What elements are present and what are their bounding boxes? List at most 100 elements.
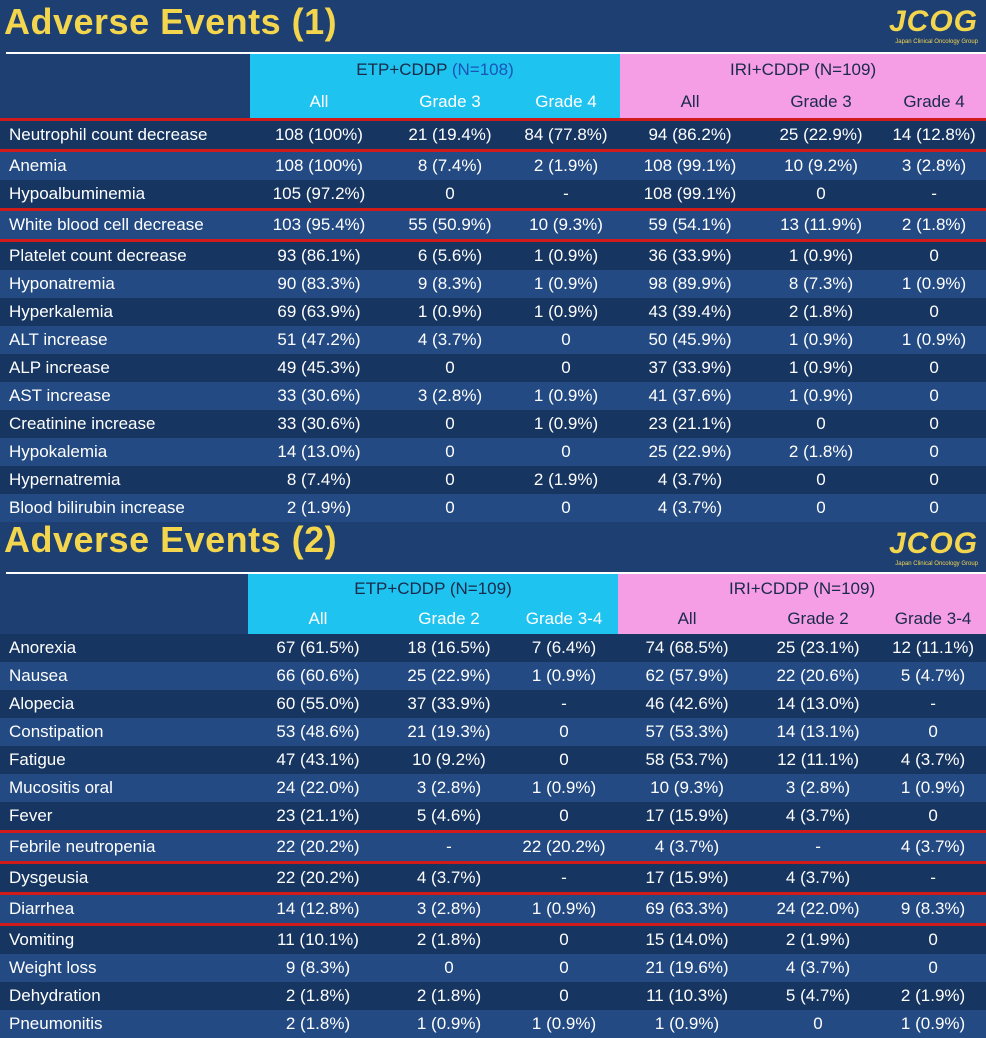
table-cell: 0 (510, 718, 619, 746)
adverse-event-name: Blood bilirubin increase (0, 494, 250, 522)
sub-header: All (620, 86, 761, 120)
table-row: Hyponatremia 90 (83.3%) 9 (8.3%) 1 (0.9%) 98… (0, 270, 986, 298)
table-cell: 14 (12.8%) (248, 892, 388, 926)
table-cell: 0 (388, 438, 512, 466)
group-header-iri: IRI+CDDP (N=109) (618, 574, 986, 604)
sub-header: Grade 3 (388, 86, 512, 120)
table-cell: 0 (756, 1010, 881, 1038)
table-cell: 3 (2.8%) (388, 774, 510, 802)
table-cell: 1 (0.9%) (512, 240, 621, 270)
table-row: Fever 23 (21.1%) 5 (4.6%) 0 17 (15.9%) 4 (3.7… (0, 802, 986, 832)
adverse-events-table-2: ETP+CDDP (N=109) IRI+CDDP (N=109) All Gr… (0, 574, 986, 1038)
table-row: AST increase 33 (30.6%) 3 (2.8%) 1 (0.9%) 41… (0, 382, 986, 410)
table-cell: 15 (14.0%) (618, 924, 757, 954)
table-cell: 4 (3.7%) (388, 862, 510, 894)
table-cell: 1 (0.9%) (882, 326, 986, 354)
table-cell: 2 (1.8%) (248, 982, 388, 1010)
table-cell: 37 (33.9%) (388, 690, 510, 718)
table-row-highlighted: Febrile neutropenia 22 (20.2%) -22 (20.2%)… (0, 830, 986, 864)
table-cell: 0 (760, 494, 883, 522)
table-cell: 58 (53.7%) (618, 746, 757, 774)
table-row: Constipation 53 (48.6%) 21 (19.3%) 0 57 (53.… (0, 718, 986, 746)
table-cell: 22 (20.2%) (510, 830, 619, 864)
table-row: Mucositis oral 24 (22.0%) 3 (2.8%) 1 (0.9%)… (0, 774, 986, 802)
table-cell: - (510, 862, 619, 894)
table-cell: 1 (0.9%) (512, 410, 621, 438)
table-cell: 0 (388, 354, 512, 382)
adverse-event-name: Fatigue (0, 746, 248, 774)
table-cell: 22 (20.2%) (248, 862, 388, 894)
table-cell: 21 (19.3%) (388, 718, 510, 746)
adverse-event-name: Dehydration (0, 982, 248, 1010)
table-cell: 0 (882, 494, 986, 522)
table-cell: 0 (512, 494, 621, 522)
table-cell: 8 (7.3%) (760, 270, 883, 298)
table-row: Pneumonitis 2 (1.8%) 1 (0.9%) 1 (0.9%) 1 (0.… (0, 1010, 986, 1038)
adverse-event-name: Creatinine increase (0, 410, 250, 438)
table-cell: 5 (4.7%) (756, 982, 881, 1010)
adverse-event-name: Mucositis oral (0, 774, 248, 802)
table-cell: 25 (22.9%) (760, 118, 883, 152)
table-body: Neutrophil count decrease 108 (100%) 21 (1… (0, 118, 986, 522)
table-cell: 1 (0.9%) (760, 382, 883, 410)
group-n: (N=109) (449, 579, 512, 598)
sub-header: All (618, 604, 757, 634)
adverse-event-name: Platelet count decrease (0, 240, 250, 270)
table-cell: 3 (2.8%) (882, 150, 986, 180)
table-cell: 84 (77.8%) (512, 118, 621, 152)
table-cell: 1 (0.9%) (882, 270, 986, 298)
table-cell: 1 (0.9%) (512, 298, 621, 326)
table-cell: 108 (100%) (250, 150, 388, 180)
header-blank (0, 54, 250, 120)
table-cell: 23 (21.1%) (620, 410, 761, 438)
table-cell: 4 (3.7%) (756, 954, 881, 982)
table-cell: 1 (0.9%) (760, 326, 883, 354)
table-cell: 13 (11.9%) (760, 208, 883, 242)
table-cell: 74 (68.5%) (618, 634, 757, 662)
table-cell: 1 (0.9%) (512, 270, 621, 298)
adverse-event-name: Hyponatremia (0, 270, 250, 298)
table-cell: 94 (86.2%) (620, 118, 761, 152)
table-cell: - (512, 180, 621, 210)
table-row: Weight loss 9 (8.3%) 0 0 21 (19.6%) 4 (3.7%) 0 (0, 954, 986, 982)
table-cell: 0 (510, 924, 619, 954)
table-row-highlighted: White blood cell decrease 103 (95.4%) 55 (… (0, 208, 986, 242)
table-cell: 60 (55.0%) (248, 690, 388, 718)
table-cell: 0 (388, 466, 512, 494)
table-cell: 25 (22.9%) (620, 438, 761, 466)
slide-title: Adverse Events (1) (4, 1, 338, 42)
table-cell: 0 (510, 746, 619, 774)
table-cell: 103 (95.4%) (250, 208, 388, 242)
table-cell: 0 (880, 924, 986, 954)
table-cell: 0 (880, 718, 986, 746)
table-cell: 62 (57.9%) (618, 662, 757, 690)
adverse-event-name: ALP increase (0, 354, 250, 382)
table-row: Nausea 66 (60.6%) 25 (22.9%) 1 (0.9%) 62 (57… (0, 662, 986, 690)
table-cell: 0 (882, 438, 986, 466)
table-cell: 22 (20.2%) (248, 830, 388, 864)
table-cell: 0 (510, 982, 619, 1010)
adverse-event-name: White blood cell decrease (0, 208, 250, 242)
table-row: ALT increase 51 (47.2%) 4 (3.7%) 0 50 (45.9%… (0, 326, 986, 354)
table-cell: - (756, 830, 881, 864)
table-cell: 59 (54.1%) (620, 208, 761, 242)
table-cell: 1 (0.9%) (510, 774, 619, 802)
table-cell: 4 (3.7%) (618, 830, 757, 864)
table-cell: 98 (89.9%) (620, 270, 761, 298)
table-cell: 5 (4.7%) (880, 662, 986, 690)
sub-header: Grade 3 (760, 86, 883, 120)
table-cell: 2 (1.9%) (250, 494, 388, 522)
table-cell: 3 (2.8%) (756, 774, 881, 802)
table-body: Anorexia 67 (61.5%) 18 (16.5%) 7 (6.4%) 74 (… (0, 634, 986, 1038)
adverse-event-name: Hypoalbuminemia (0, 180, 250, 210)
table-row: Hyperkalemia 69 (63.9%) 1 (0.9%) 1 (0.9%) 43… (0, 298, 986, 326)
table-cell: 1 (0.9%) (510, 662, 619, 690)
table-row: Fatigue 47 (43.1%) 10 (9.2%) 0 58 (53.7%) 12 … (0, 746, 986, 774)
table-cell: 9 (8.3%) (880, 892, 986, 926)
table-cell: 90 (83.3%) (250, 270, 388, 298)
table-cell: 4 (3.7%) (880, 830, 986, 864)
table-cell: 12 (11.1%) (880, 634, 986, 662)
sub-header: All (250, 86, 388, 120)
table-cell: - (388, 830, 510, 864)
table-cell: 5 (4.6%) (388, 802, 510, 832)
